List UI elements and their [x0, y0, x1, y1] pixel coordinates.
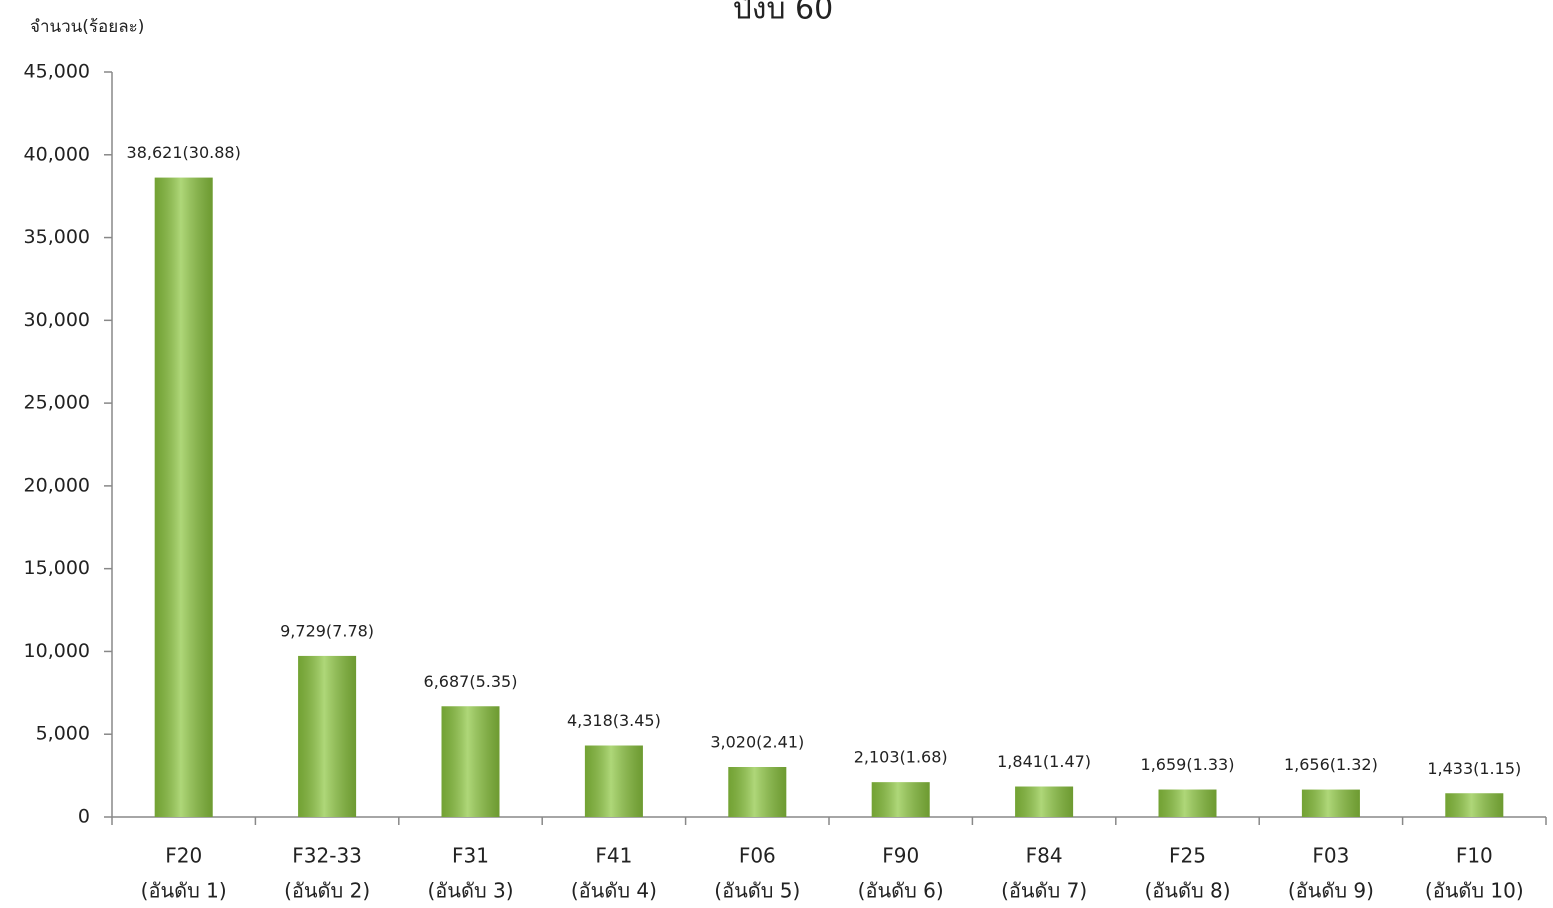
data-label: 2,103(1.68): [854, 748, 948, 767]
data-label: 1,841(1.47): [997, 752, 1091, 771]
bar-shine: [871, 782, 930, 817]
x-tick-label: F41: [595, 844, 632, 868]
data-label: 1,659(1.33): [1141, 755, 1235, 774]
data-label: 38,621(30.88): [127, 143, 241, 162]
x-tick-label: F90: [882, 844, 919, 868]
y-tick-label: 40,000: [24, 143, 90, 165]
bar-shine: [1158, 789, 1217, 817]
data-label: 1,656(1.32): [1284, 755, 1378, 774]
x-tick-label: F32-33: [292, 844, 362, 868]
x-tick-label: (อันดับ 2): [284, 879, 370, 903]
x-tick-label: (อันดับ 3): [427, 879, 513, 903]
x-tick-label: F31: [452, 844, 489, 868]
data-label: 9,729(7.78): [280, 621, 374, 640]
bar-shine: [728, 767, 787, 817]
x-tick-label: (อันดับ 9): [1288, 879, 1374, 903]
x-tick-label: F25: [1169, 844, 1206, 868]
x-tick-label: F10: [1456, 844, 1493, 868]
bar-shine: [1015, 786, 1074, 817]
x-tick-label: (อันดับ 8): [1144, 879, 1230, 903]
bar-shine: [441, 706, 500, 817]
y-tick-label: 5,000: [36, 723, 90, 745]
bar-shine: [1445, 793, 1504, 817]
x-tick-label: F03: [1312, 844, 1349, 868]
y-tick-label: 20,000: [24, 474, 90, 496]
x-tick-label: (อันดับ 1): [141, 879, 227, 903]
y-axis-label: จำนวน(ร้อยละ): [30, 17, 144, 37]
y-tick-label: 45,000: [24, 61, 90, 83]
x-tick-label: F84: [1026, 844, 1063, 868]
chart-title: ปีงบ 60: [732, 0, 833, 27]
bar-shine: [154, 177, 213, 817]
bar-shine: [1301, 789, 1360, 817]
data-label: 6,687(5.35): [424, 672, 518, 691]
x-tick-label: F06: [739, 844, 776, 868]
y-tick-label: 35,000: [24, 226, 90, 248]
bar-shine: [584, 745, 643, 817]
y-tick-label: 10,000: [24, 640, 90, 662]
x-tick-label: (อันดับ 4): [571, 879, 657, 903]
x-tick-label: (อันดับ 10): [1425, 879, 1524, 903]
x-tick-label: F20: [165, 844, 202, 868]
x-tick-label: (อันดับ 7): [1001, 879, 1087, 903]
bar-shine: [298, 655, 357, 817]
data-label: 1,433(1.15): [1427, 759, 1521, 778]
x-tick-label: (อันดับ 6): [858, 879, 944, 903]
data-label: 3,020(2.41): [710, 733, 804, 752]
y-tick-label: 30,000: [24, 309, 90, 331]
y-tick-label: 15,000: [24, 557, 90, 579]
data-label: 4,318(3.45): [567, 711, 661, 730]
x-tick-label: (อันดับ 5): [714, 879, 800, 903]
y-tick-label: 0: [78, 806, 90, 828]
y-tick-label: 25,000: [24, 392, 90, 414]
